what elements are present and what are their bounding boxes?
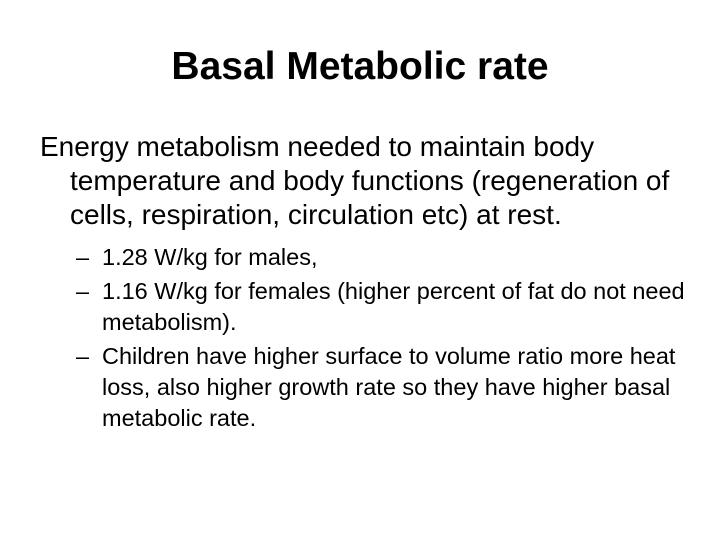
- sub-bullet-text: 1.28 W/kg for males,: [102, 244, 318, 270]
- dash-bullet-icon: –: [76, 278, 90, 304]
- sub-bullet-item: –1.16 W/kg for females (higher percent o…: [40, 276, 700, 338]
- sub-bullet-text: Children have higher surface to volume r…: [102, 343, 676, 431]
- slide-body: Energy metabolism needed to maintain bod…: [40, 130, 700, 437]
- main-paragraph: Energy metabolism needed to maintain bod…: [40, 131, 670, 230]
- dash-bullet-icon: –: [76, 343, 90, 369]
- sub-bullet-list: –1.28 W/kg for males, –1.16 W/kg for fem…: [40, 242, 700, 434]
- sub-bullet-text: 1.16 W/kg for females (higher percent of…: [102, 278, 685, 335]
- dash-bullet-icon: –: [76, 244, 90, 270]
- sub-bullet-item: –1.28 W/kg for males,: [40, 242, 700, 273]
- slide-title: Basal Metabolic rate: [171, 45, 549, 88]
- sub-bullet-item: – Children have higher surface to volume …: [40, 341, 700, 434]
